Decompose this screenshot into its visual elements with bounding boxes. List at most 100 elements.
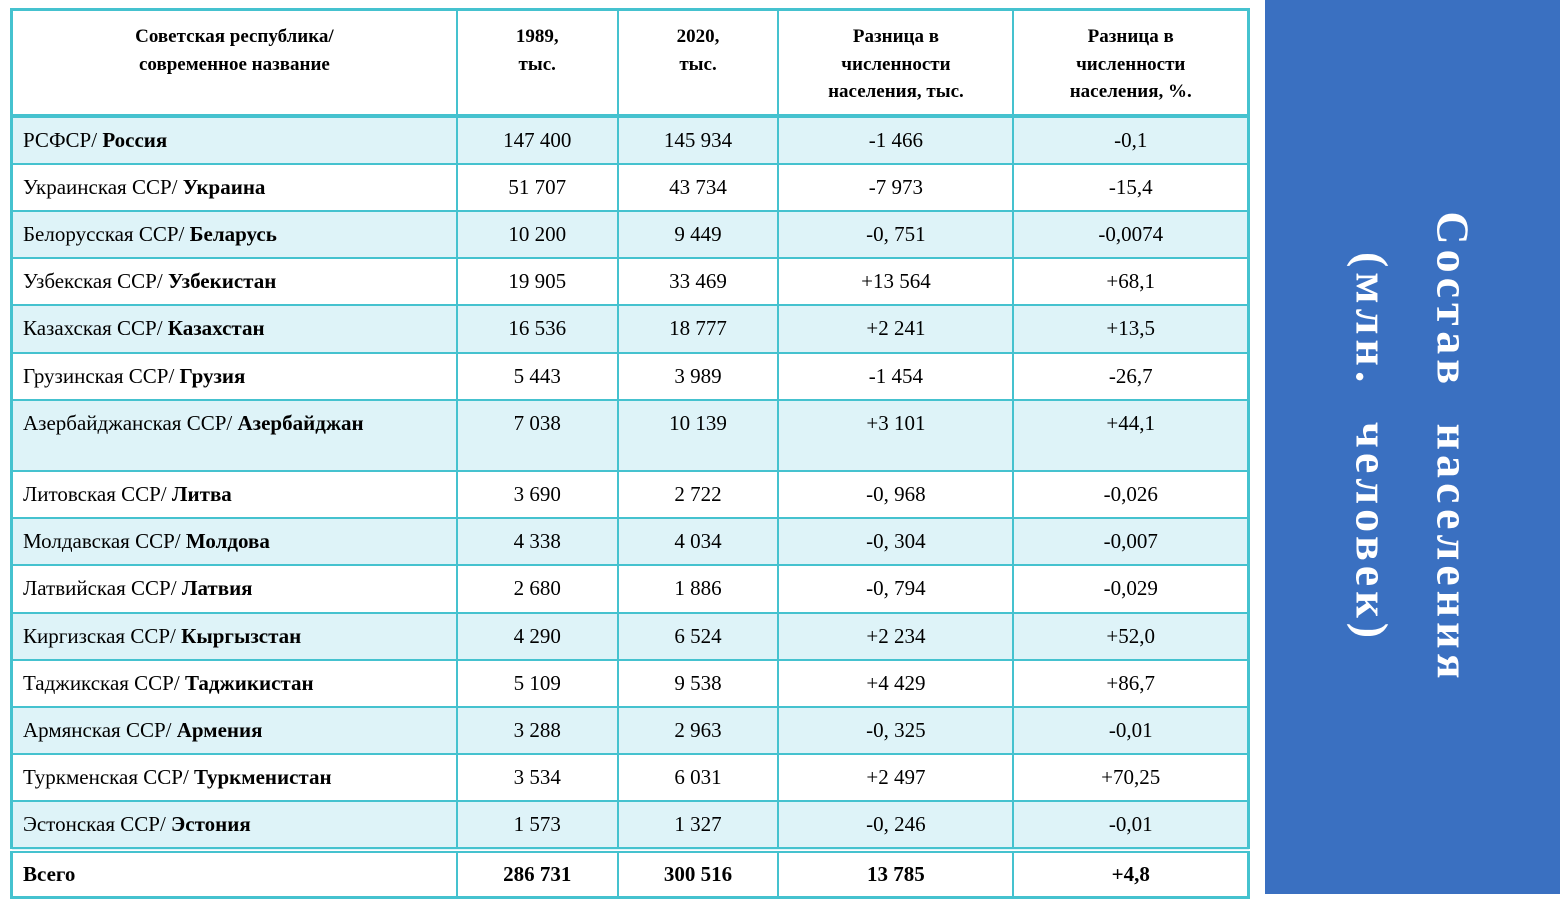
republic-modern-name: Казахстан xyxy=(167,316,265,341)
diff-percent-cell: -0,0074 xyxy=(1012,210,1250,260)
republic-soviet-name: Молдавская ССР/ xyxy=(23,529,186,554)
diff-percent-cell: +68,1 xyxy=(1012,257,1250,307)
diff-percent-cell: -15,4 xyxy=(1012,162,1250,213)
diff-thousands-cell: +13 564 xyxy=(777,257,1015,307)
republic-soviet-name: Азербайджанская ССР/ xyxy=(23,410,238,435)
diff-percent-cell: -0,007 xyxy=(1012,517,1250,567)
republic-modern-name: Таджикистан xyxy=(184,670,314,695)
pop-1989-cell: 2 680 xyxy=(455,564,619,614)
diff-percent-cell: -0,01 xyxy=(1012,800,1250,852)
pop-1989-cell: 51 707 xyxy=(455,162,619,213)
republic-cell: Армянская ССР/ Армения xyxy=(10,705,458,756)
pop-2020-cell: 9 538 xyxy=(616,658,780,708)
republic-cell: Казахская ССР/ Казахстан xyxy=(10,304,458,354)
pop-1989-cell: 3 288 xyxy=(455,705,619,756)
total-diff-percent-cell: +4,8 xyxy=(1012,847,1250,899)
pop-2020-cell: 6 031 xyxy=(616,753,780,803)
pop-1989-cell: 3 690 xyxy=(455,469,619,520)
pop-2020-cell: 33 469 xyxy=(616,257,780,307)
republic-modern-name: Беларусь xyxy=(189,222,277,247)
republic-cell: Киргизская ССР/ Кыргызстан xyxy=(10,611,458,661)
pop-2020-cell: 1 327 xyxy=(616,800,780,852)
republic-modern-name: Эстония xyxy=(171,812,251,837)
population-table: Советская республика/ современное назван… xyxy=(10,8,1250,899)
republic-soviet-name: Киргизская ССР/ xyxy=(23,623,182,648)
republic-cell: Таджикская ССР/ Таджикистан xyxy=(10,658,458,708)
republic-cell: Молдавская ССР/ Молдова xyxy=(10,517,458,567)
table-row: Эстонская ССР/ Эстония 1 573 1 327 -0, 246-… xyxy=(10,800,1250,852)
pop-1989-cell: 5 109 xyxy=(455,658,619,708)
pop-1989-cell: 3 534 xyxy=(455,753,619,803)
republic-soviet-name: РСФСР/ xyxy=(23,127,103,152)
republic-soviet-name: Казахская ССР/ xyxy=(23,316,168,341)
republic-cell: Литовская ССР/ Литва xyxy=(10,469,458,520)
table-row: РСФСР/ Россия 147 400 145 934 -1 466 -0,1 xyxy=(10,114,1250,165)
diff-thousands-cell: +2 234 xyxy=(777,611,1015,661)
republic-modern-name: Украина xyxy=(182,174,266,199)
table-row: Казахская ССР/ Казахстан 16 536 18 777 +2 2… xyxy=(10,304,1250,354)
pop-2020-cell: 2 963 xyxy=(616,705,780,756)
republic-modern-name: Грузия xyxy=(179,363,246,388)
republic-cell: Туркменская ССР/ Туркменистан xyxy=(10,753,458,803)
diff-percent-cell: -0,026 xyxy=(1012,469,1250,520)
col-header-republic: Советская республика/ современное назван… xyxy=(10,8,458,118)
republic-modern-name: Молдова xyxy=(185,529,270,554)
republic-soviet-name: Украинская ССР/ xyxy=(23,174,183,199)
pop-2020-cell: 145 934 xyxy=(616,114,780,165)
pop-1989-cell: 10 200 xyxy=(455,210,619,260)
diff-thousands-cell: +2 241 xyxy=(777,304,1015,354)
republic-soviet-name: Грузинская ССР/ xyxy=(23,363,180,388)
pop-1989-cell: 5 443 xyxy=(455,351,619,401)
republic-soviet-name: Литовская ССР/ xyxy=(23,481,172,506)
pop-1989-cell: 19 905 xyxy=(455,257,619,307)
header-row: Советская республика/ современное назван… xyxy=(10,8,1250,118)
pop-2020-cell: 6 524 xyxy=(616,611,780,661)
pop-2020-cell: 1 886 xyxy=(616,564,780,614)
republic-modern-name: Литва xyxy=(171,481,232,506)
sidebar: Состав населения (млн. человек) xyxy=(1265,0,1560,894)
republic-modern-name: Россия xyxy=(102,127,168,152)
republic-soviet-name: Туркменская ССР/ xyxy=(23,765,195,790)
republic-modern-name: Узбекистан xyxy=(167,269,277,294)
republic-soviet-name: Латвийская ССР/ xyxy=(23,576,182,601)
republic-modern-name: Туркменистан xyxy=(194,765,332,790)
col-header-1989: 1989, тыс. xyxy=(455,8,619,118)
table-row: Туркменская ССР/ Туркменистан 3 534 6 031 +… xyxy=(10,753,1250,803)
pop-1989-cell: 147 400 xyxy=(455,114,619,165)
diff-thousands-cell: -0, 304 xyxy=(777,517,1015,567)
table-row: Киргизская ССР/ Кыргызстан 4 290 6 524 +2 2… xyxy=(10,611,1250,661)
col-header-diff-percent: Разница в численности населения, %. xyxy=(1012,8,1250,118)
diff-thousands-cell: -0, 325 xyxy=(777,705,1015,756)
pop-2020-cell: 10 139 xyxy=(616,398,780,472)
diff-thousands-cell: +4 429 xyxy=(777,658,1015,708)
total-row: Всего 286 731 300 516 13 785 +4,8 xyxy=(10,847,1250,899)
total-2020-cell: 300 516 xyxy=(616,847,780,899)
pop-2020-cell: 2 722 xyxy=(616,469,780,520)
diff-thousands-cell: -7 973 xyxy=(777,162,1015,213)
diff-percent-cell: +13,5 xyxy=(1012,304,1250,354)
table-row: Латвийская ССР/ Латвия 2 680 1 886 -0, 794-… xyxy=(10,564,1250,614)
republic-cell: Латвийская ССР/ Латвия xyxy=(10,564,458,614)
republic-cell: Азербайджанская ССР/ Азербайджан xyxy=(10,398,458,472)
sidebar-title-line2: (млн. человек) xyxy=(1347,251,1399,643)
table-row: Украинская ССР/ Украина 51 707 43 734 -7 97… xyxy=(10,162,1250,213)
republic-soviet-name: Таджикская ССР/ xyxy=(23,670,185,695)
diff-percent-cell: -0,1 xyxy=(1012,114,1250,165)
republic-modern-name: Кыргызстан xyxy=(181,623,302,648)
diff-percent-cell: +44,1 xyxy=(1012,398,1250,472)
republic-modern-name: Армения xyxy=(176,717,263,742)
republic-cell: Грузинская ССР/ Грузия xyxy=(10,351,458,401)
table-body: РСФСР/ Россия 147 400 145 934 -1 466 -0,1 Укр… xyxy=(10,114,1250,852)
republic-cell: Эстонская ССР/ Эстония xyxy=(10,800,458,852)
diff-thousands-cell: -0, 751 xyxy=(777,210,1015,260)
republic-cell: Украинская ССР/ Украина xyxy=(10,162,458,213)
sidebar-title: Состав населения (млн. человек) xyxy=(1332,211,1493,683)
republic-soviet-name: Узбекская ССР/ xyxy=(23,269,168,294)
diff-thousands-cell: -0, 968 xyxy=(777,469,1015,520)
pop-2020-cell: 9 449 xyxy=(616,210,780,260)
pop-1989-cell: 7 038 xyxy=(455,398,619,472)
total-diff-thousands-cell: 13 785 xyxy=(777,847,1015,899)
table-row: Грузинская ССР/ Грузия 5 443 3 989 -1 454 -2… xyxy=(10,351,1250,401)
diff-thousands-cell: -0, 794 xyxy=(777,564,1015,614)
